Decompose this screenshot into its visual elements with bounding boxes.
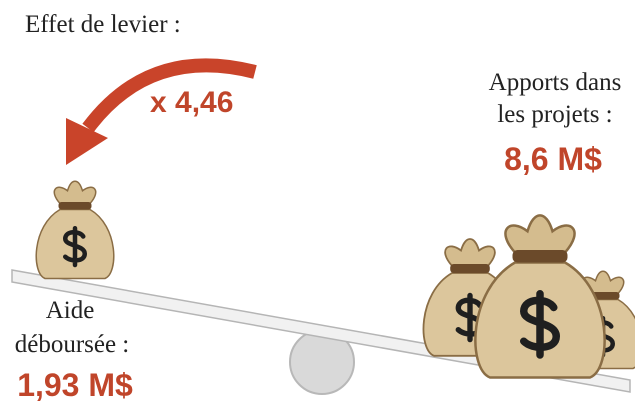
contributions-value: 8,6 M$ bbox=[504, 141, 602, 177]
page: {"leverage": {"label": "Effet de levier … bbox=[0, 0, 635, 403]
money-bag bbox=[475, 215, 604, 377]
leverage-value: x 4,46 bbox=[150, 86, 233, 119]
money-bag bbox=[36, 181, 114, 278]
aid-value: 1,93 M$ bbox=[17, 367, 133, 403]
contributions-label: Apports dans bbox=[489, 69, 622, 96]
leverage-label: Effet de levier : bbox=[25, 11, 181, 38]
aid-label: déboursée : bbox=[15, 331, 130, 358]
infographic: Effet de levier : x 4,46 Apports dans le… bbox=[0, 0, 635, 403]
contributions-label: les projets : bbox=[497, 101, 612, 128]
aid-label: Aide bbox=[46, 297, 95, 324]
